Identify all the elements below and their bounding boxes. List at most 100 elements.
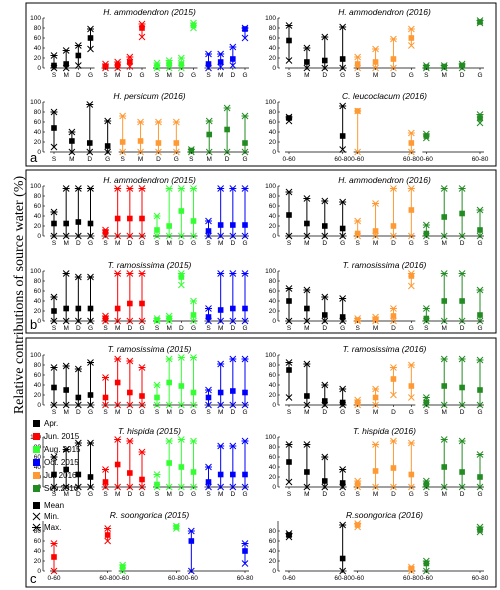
mean-marker <box>339 555 346 562</box>
x-tick-label: M <box>218 325 223 332</box>
max-marker <box>339 385 347 393</box>
y-tick-label: 0 <box>37 65 41 72</box>
x-tick-label: D <box>391 240 396 247</box>
y-tick-label: 0 <box>272 65 276 72</box>
x-tick-label: S <box>52 240 57 247</box>
mean-legend-icon <box>33 502 40 509</box>
x-tick-label: M <box>442 491 447 498</box>
x-tick-label: S <box>155 325 160 332</box>
panel-title: C. leucoclacum (2016) <box>342 91 427 101</box>
mean-marker <box>230 56 236 62</box>
mean-marker <box>190 312 197 318</box>
max-marker <box>138 270 146 277</box>
x-tick-label: 60-80 <box>168 575 185 582</box>
mean-marker <box>372 228 379 234</box>
mean-marker <box>423 64 430 70</box>
y-tick-label: 40 <box>34 45 42 52</box>
max-marker <box>389 185 397 192</box>
x-tick-label: S <box>103 72 108 79</box>
max-marker <box>50 540 58 547</box>
x-tick-label: G <box>409 240 414 247</box>
y-tick-label: 100 <box>30 268 41 275</box>
mean-marker <box>178 61 185 67</box>
mean-marker <box>75 52 82 59</box>
y-tick-label: 0 <box>272 318 276 325</box>
x-tick-label: S <box>155 72 160 79</box>
mean-marker <box>372 468 379 474</box>
max-marker <box>217 185 225 192</box>
legend-label: Jul. 2016 <box>44 471 77 480</box>
max-marker <box>104 117 112 125</box>
max-marker <box>339 102 347 110</box>
x-tick-label: G <box>139 240 144 247</box>
mean-marker <box>304 220 310 227</box>
x-tick-label: D <box>230 325 235 332</box>
x-tick-label: D <box>460 72 465 79</box>
min-legend-icon <box>32 512 41 521</box>
mean-marker <box>339 314 346 320</box>
x-tick-label: S <box>355 491 360 498</box>
y-tick-label: 80 <box>269 25 277 32</box>
max-marker <box>50 364 58 371</box>
max-marker <box>285 188 293 196</box>
mean-marker <box>408 140 415 146</box>
max-marker <box>354 217 362 225</box>
mean-marker <box>75 305 82 312</box>
y-tick-label: 40 <box>269 45 277 52</box>
max-marker <box>74 42 82 49</box>
panel-title: T. hispida (2016) <box>353 426 416 436</box>
x-tick-label: S <box>424 72 429 79</box>
mean-marker <box>87 35 94 41</box>
y-tick-label: 40 <box>34 464 42 471</box>
mean-marker <box>69 138 75 144</box>
max-marker <box>153 381 161 389</box>
max-marker <box>303 195 311 202</box>
mean-marker <box>137 138 144 144</box>
mean-marker <box>477 312 483 318</box>
x-tick-label: D <box>179 325 184 332</box>
max-marker <box>126 437 134 445</box>
x-tick-label: G <box>242 240 247 247</box>
max-marker <box>137 118 145 126</box>
min-marker <box>285 57 293 64</box>
max-marker <box>407 361 415 369</box>
max-marker <box>104 525 112 532</box>
x-tick-label: G <box>139 325 144 332</box>
x-tick-label: 60-80 <box>334 575 351 582</box>
mean-marker <box>242 471 248 478</box>
x-tick-label: D <box>460 325 465 332</box>
mean-marker <box>286 459 292 465</box>
mean-marker <box>114 379 121 386</box>
mean-marker <box>242 222 248 228</box>
max-marker <box>229 442 237 450</box>
x-tick-label: D <box>230 491 235 498</box>
x-tick-label: D <box>179 409 184 416</box>
x-tick-label: M <box>442 325 447 332</box>
mean-marker <box>190 22 197 29</box>
x-tick-label: 0-60 <box>420 156 433 163</box>
max-marker <box>458 270 466 277</box>
mean-marker <box>408 565 415 572</box>
x-tick-label: S <box>206 325 211 332</box>
mean-marker <box>127 300 133 307</box>
x-tick-label: D <box>179 491 184 498</box>
max-marker <box>285 359 293 366</box>
max-marker <box>62 362 70 370</box>
y-tick-label: 0 <box>272 484 276 491</box>
x-tick-label: M <box>304 491 309 498</box>
mean-marker <box>190 469 197 475</box>
x-tick-label: S <box>52 325 57 332</box>
y-tick-label: 20 <box>34 392 42 399</box>
x-tick-label: D <box>179 240 184 247</box>
max-marker <box>339 466 347 473</box>
x-tick-label: G <box>340 240 345 247</box>
x-tick-label: G <box>191 491 196 498</box>
max-marker <box>154 118 162 126</box>
mean-marker <box>173 140 180 146</box>
mean-marker <box>217 471 224 478</box>
y-tick-label: 80 <box>34 25 42 32</box>
x-tick-label: G <box>191 240 196 247</box>
mean-marker <box>206 131 213 138</box>
